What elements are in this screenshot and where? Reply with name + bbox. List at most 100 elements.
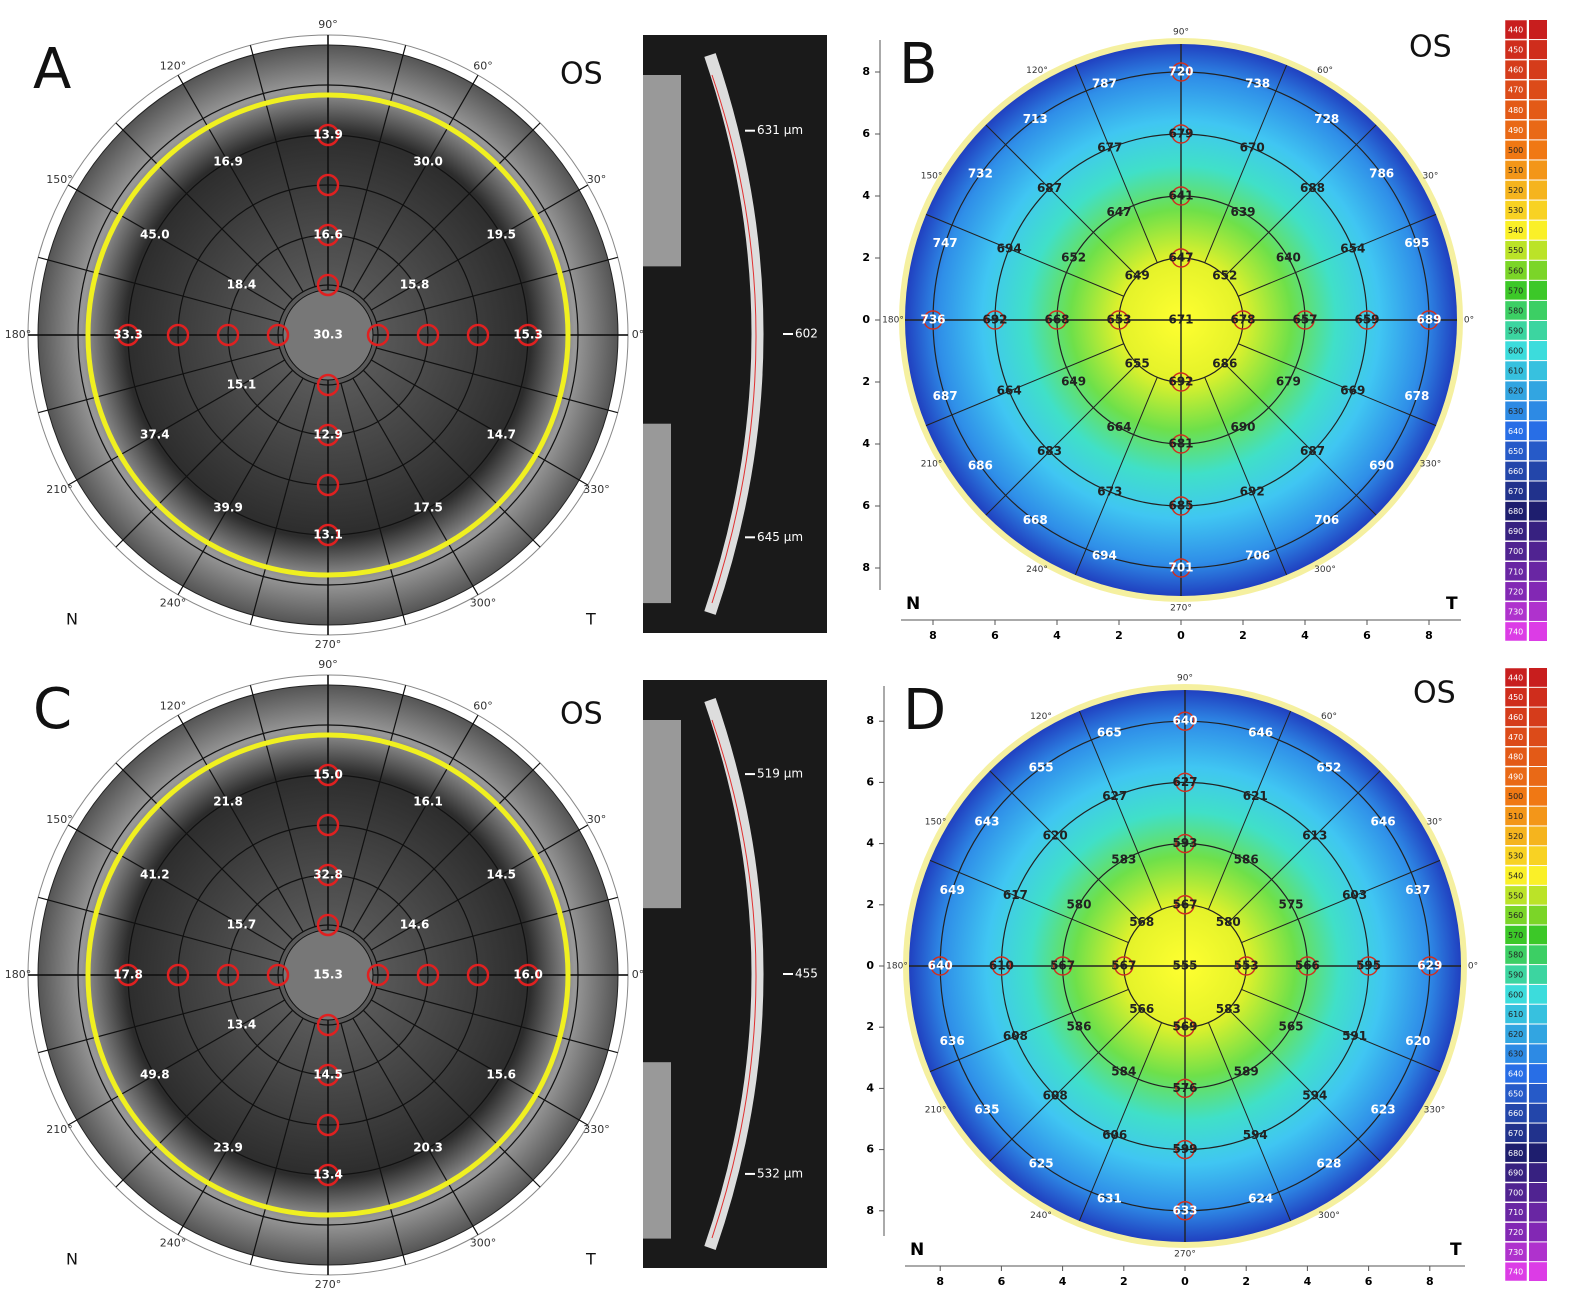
scale-label: 610 xyxy=(1508,367,1523,376)
scale-swatch xyxy=(1529,826,1547,845)
angle-label: 240° xyxy=(1026,565,1048,575)
thickness-value: 583 xyxy=(1111,852,1136,866)
scale-swatch xyxy=(1529,301,1547,320)
scale-label: 480 xyxy=(1508,106,1523,115)
thickness-value: 45.0 xyxy=(140,228,170,242)
scale-label: 710 xyxy=(1508,567,1523,576)
scale-swatch xyxy=(1529,321,1547,340)
scale-swatch xyxy=(1529,965,1547,984)
thickness-value: 649 xyxy=(940,883,965,897)
angle-label: 330° xyxy=(583,483,610,496)
thickness-value: 566 xyxy=(1295,959,1320,973)
angle-label: 270° xyxy=(1170,604,1192,614)
thickness-value: 16.1 xyxy=(413,794,443,808)
scale-label: 520 xyxy=(1508,186,1523,195)
scale-label: 710 xyxy=(1508,1208,1523,1217)
scale-swatch xyxy=(1529,381,1547,400)
angle-label: 240° xyxy=(160,1236,187,1249)
scale-swatch xyxy=(1529,1025,1547,1044)
angle-label: 30° xyxy=(1426,818,1442,828)
thickness-value: 646 xyxy=(1248,726,1273,740)
thickness-value: 639 xyxy=(1230,205,1255,219)
thickness-value: 640 xyxy=(928,959,953,973)
scale-swatch xyxy=(1529,120,1547,139)
thickness-value: 649 xyxy=(1125,269,1150,283)
thickness-value: 586 xyxy=(1234,852,1259,866)
thickness-value: 567 xyxy=(1111,959,1136,973)
scale-swatch xyxy=(1529,1084,1547,1103)
y-tick-label: 0 xyxy=(866,959,874,972)
thickness-value: 628 xyxy=(1316,1157,1341,1171)
scale-swatch xyxy=(1529,1262,1547,1281)
y-tick-label: 8 xyxy=(862,65,870,78)
thickness-value: 594 xyxy=(1302,1088,1327,1102)
x-tick-label: 6 xyxy=(991,629,999,642)
thickness-value: 20.3 xyxy=(413,1141,443,1155)
scale-swatch xyxy=(1529,281,1547,300)
scale-swatch xyxy=(1529,361,1547,380)
scale-label: 480 xyxy=(1508,753,1523,762)
thickness-value: 695 xyxy=(1404,236,1429,250)
thickness-value: 23.9 xyxy=(213,1141,243,1155)
angle-label: 210° xyxy=(925,1106,947,1116)
scale-swatch xyxy=(1529,1183,1547,1202)
thickness-value: 606 xyxy=(1102,1128,1127,1142)
scale-swatch xyxy=(1529,542,1547,561)
thickness-value: 12.9 xyxy=(313,428,343,442)
scale-swatch xyxy=(1529,160,1547,179)
scale-label: 630 xyxy=(1508,1050,1523,1059)
angle-label: 60° xyxy=(473,700,493,713)
thickness-value: 33.3 xyxy=(113,328,143,342)
scale-swatch xyxy=(1529,241,1547,260)
thickness-value: 580 xyxy=(1216,915,1241,929)
thickness-value: 732 xyxy=(968,167,993,181)
thickness-value: 595 xyxy=(1356,959,1381,973)
thickness-value: 692 xyxy=(1168,375,1193,389)
thickness-value: 15.8 xyxy=(400,278,430,292)
thickness-value: 624 xyxy=(1248,1191,1273,1205)
scale-swatch xyxy=(1529,708,1547,727)
scale-swatch xyxy=(1529,1163,1547,1182)
thickness-value: 694 xyxy=(997,241,1022,255)
scale-swatch xyxy=(1529,140,1547,159)
scale-label: 450 xyxy=(1508,693,1523,702)
thickness-value: 555 xyxy=(1172,959,1197,973)
angle-label: 300° xyxy=(1318,1211,1340,1221)
scale-swatch xyxy=(1529,522,1547,541)
thickness-value: 688 xyxy=(1300,181,1325,195)
angle-label: 150° xyxy=(925,818,947,828)
scan-label: 602 xyxy=(795,327,818,341)
thickness-value: 594 xyxy=(1243,1128,1268,1142)
scale-label: 440 xyxy=(1508,26,1523,35)
scale-swatch xyxy=(1529,602,1547,621)
y-tick-label: 2 xyxy=(866,1020,874,1033)
side-label: T xyxy=(585,610,596,629)
thickness-value: 631 xyxy=(1097,1191,1122,1205)
angle-label: 300° xyxy=(1314,565,1336,575)
thickness-value: 679 xyxy=(1168,127,1193,141)
thickness-value: 18.4 xyxy=(227,278,257,292)
thickness-value: 641 xyxy=(1168,189,1193,203)
scale-label: 540 xyxy=(1508,871,1523,880)
angle-label: 180° xyxy=(886,962,908,972)
scale-label: 630 xyxy=(1508,407,1523,416)
scale-label: 650 xyxy=(1508,1089,1523,1098)
thickness-value: 678 xyxy=(1230,313,1255,327)
scale-label: 570 xyxy=(1508,931,1523,940)
scan-label: 519 µm xyxy=(757,767,803,781)
thickness-value: 633 xyxy=(1172,1203,1197,1217)
scale-swatch xyxy=(1529,727,1547,746)
thickness-value: 599 xyxy=(1172,1142,1197,1156)
scale-swatch xyxy=(1529,906,1547,925)
scale-label: 500 xyxy=(1508,146,1523,155)
scale-swatch xyxy=(1529,787,1547,806)
thickness-value: 655 xyxy=(1029,760,1054,774)
scale-label: 470 xyxy=(1508,733,1523,742)
thickness-value: 654 xyxy=(1340,241,1365,255)
thickness-value: 14.5 xyxy=(486,868,516,882)
scale-swatch xyxy=(1529,1203,1547,1222)
scale-label: 540 xyxy=(1508,226,1523,235)
thickness-value: 647 xyxy=(1168,251,1193,265)
y-tick-label: 2 xyxy=(862,375,870,388)
angle-label: 210° xyxy=(46,1123,73,1136)
